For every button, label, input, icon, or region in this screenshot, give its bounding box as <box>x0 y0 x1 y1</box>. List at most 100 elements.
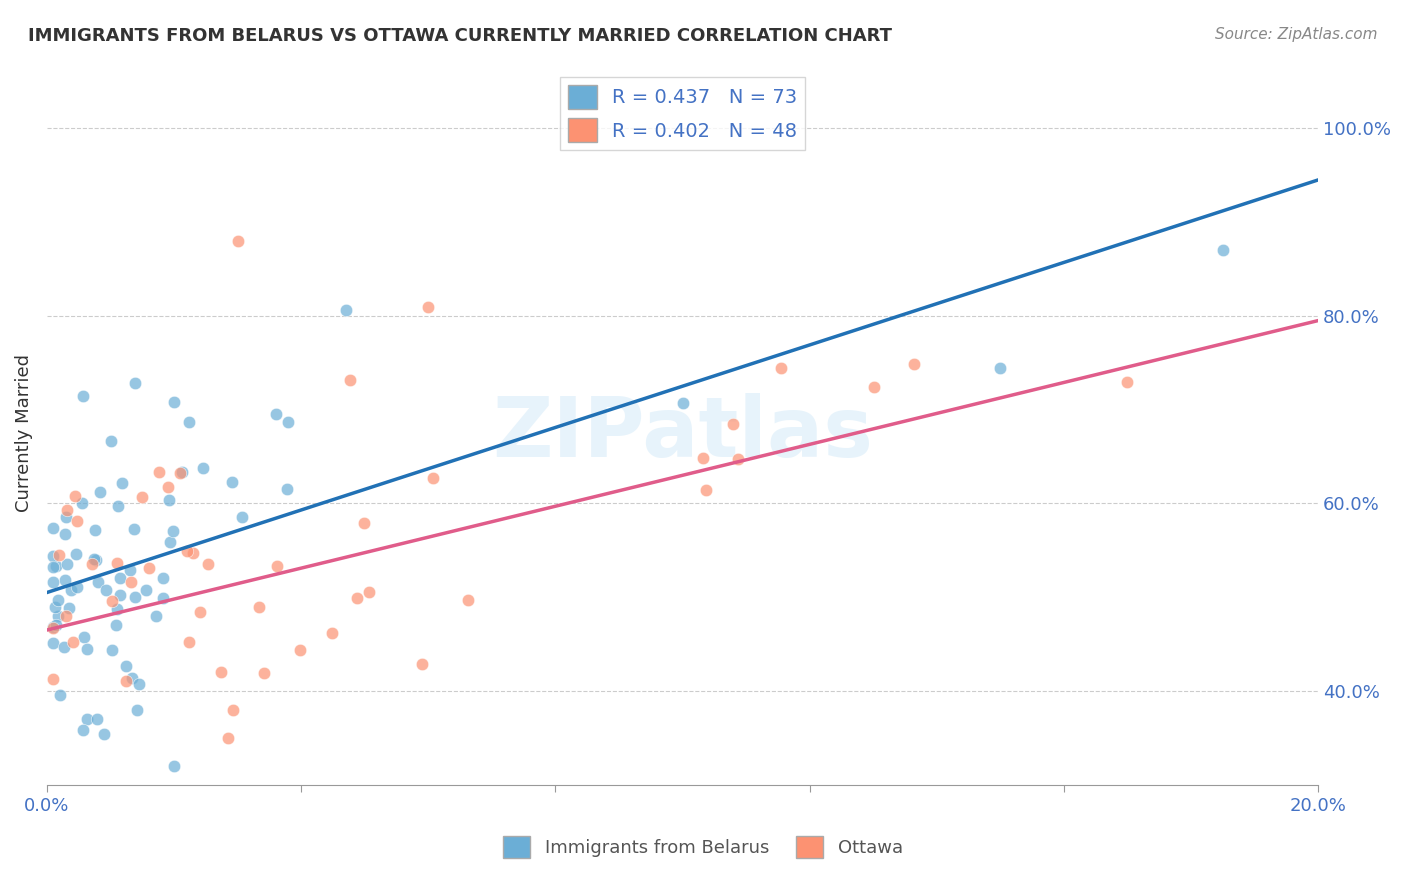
Point <box>145 609 167 624</box>
Point <box>76 712 98 726</box>
Point <box>353 516 375 530</box>
Point <box>100 594 122 608</box>
Point <box>42 521 65 535</box>
Point <box>321 625 343 640</box>
Point <box>42 636 65 650</box>
Y-axis label: Currently Married: Currently Married <box>15 354 32 512</box>
Point <box>101 642 124 657</box>
Point <box>170 465 193 479</box>
Point <box>76 641 98 656</box>
Point <box>695 483 717 497</box>
Point <box>87 575 110 590</box>
Point <box>65 580 87 594</box>
Point <box>169 466 191 480</box>
Point <box>59 582 82 597</box>
Point <box>49 688 72 702</box>
Point <box>152 571 174 585</box>
Point <box>253 666 276 681</box>
Point <box>58 600 80 615</box>
Point <box>48 548 70 562</box>
Point <box>105 602 128 616</box>
Point <box>115 658 138 673</box>
Point <box>46 609 69 624</box>
Point <box>108 571 131 585</box>
Point <box>108 588 131 602</box>
Point <box>55 608 77 623</box>
Point <box>42 673 65 687</box>
Point <box>222 703 245 717</box>
Point <box>277 415 299 429</box>
Point <box>156 479 179 493</box>
Point <box>179 635 201 649</box>
Point <box>176 544 198 558</box>
Point <box>988 360 1011 375</box>
Point <box>120 563 142 577</box>
Point <box>63 489 86 503</box>
Point <box>42 621 65 635</box>
Point <box>418 300 440 314</box>
Point <box>152 591 174 605</box>
Point <box>100 434 122 448</box>
Point <box>863 380 886 394</box>
Legend: R = 0.437   N = 73, R = 0.402   N = 48: R = 0.437 N = 73, R = 0.402 N = 48 <box>560 77 806 150</box>
Point <box>44 599 66 614</box>
Point <box>42 549 65 563</box>
Point <box>55 510 77 524</box>
Point <box>70 496 93 510</box>
Point <box>56 557 79 571</box>
Point <box>264 408 287 422</box>
Point <box>73 630 96 644</box>
Point <box>181 546 204 560</box>
Point <box>84 524 107 538</box>
Point <box>131 797 153 811</box>
Point <box>86 712 108 726</box>
Point <box>65 547 87 561</box>
Point <box>42 619 65 633</box>
Point <box>53 526 76 541</box>
Point <box>107 499 129 513</box>
Point <box>124 590 146 604</box>
Point <box>124 376 146 391</box>
Point <box>122 522 145 536</box>
Point <box>128 677 150 691</box>
Text: IMMIGRANTS FROM BELARUS VS OTTAWA CURRENTLY MARRIED CORRELATION CHART: IMMIGRANTS FROM BELARUS VS OTTAWA CURREN… <box>28 27 893 45</box>
Point <box>770 360 793 375</box>
Point <box>72 723 94 738</box>
Point <box>346 591 368 605</box>
Point <box>131 490 153 504</box>
Point <box>121 671 143 685</box>
Point <box>692 451 714 466</box>
Point <box>45 618 67 632</box>
Point <box>903 358 925 372</box>
Point <box>1116 375 1139 389</box>
Point <box>111 476 134 491</box>
Point <box>84 553 107 567</box>
Point <box>105 618 128 632</box>
Point <box>339 372 361 386</box>
Point <box>157 492 180 507</box>
Point <box>162 524 184 538</box>
Point <box>179 415 201 429</box>
Point <box>138 561 160 575</box>
Point <box>226 234 249 248</box>
Point <box>82 558 104 572</box>
Point <box>266 558 288 573</box>
Point <box>217 731 239 745</box>
Point <box>72 388 94 402</box>
Point <box>42 559 65 574</box>
Point <box>457 592 479 607</box>
Point <box>89 485 111 500</box>
Point <box>93 727 115 741</box>
Point <box>221 475 243 490</box>
Point <box>721 417 744 432</box>
Point <box>357 585 380 599</box>
Point <box>188 605 211 619</box>
Point <box>335 303 357 318</box>
Point <box>42 574 65 589</box>
Point <box>191 460 214 475</box>
Point <box>727 451 749 466</box>
Point <box>411 657 433 671</box>
Point <box>1212 244 1234 258</box>
Point <box>197 557 219 571</box>
Point <box>125 703 148 717</box>
